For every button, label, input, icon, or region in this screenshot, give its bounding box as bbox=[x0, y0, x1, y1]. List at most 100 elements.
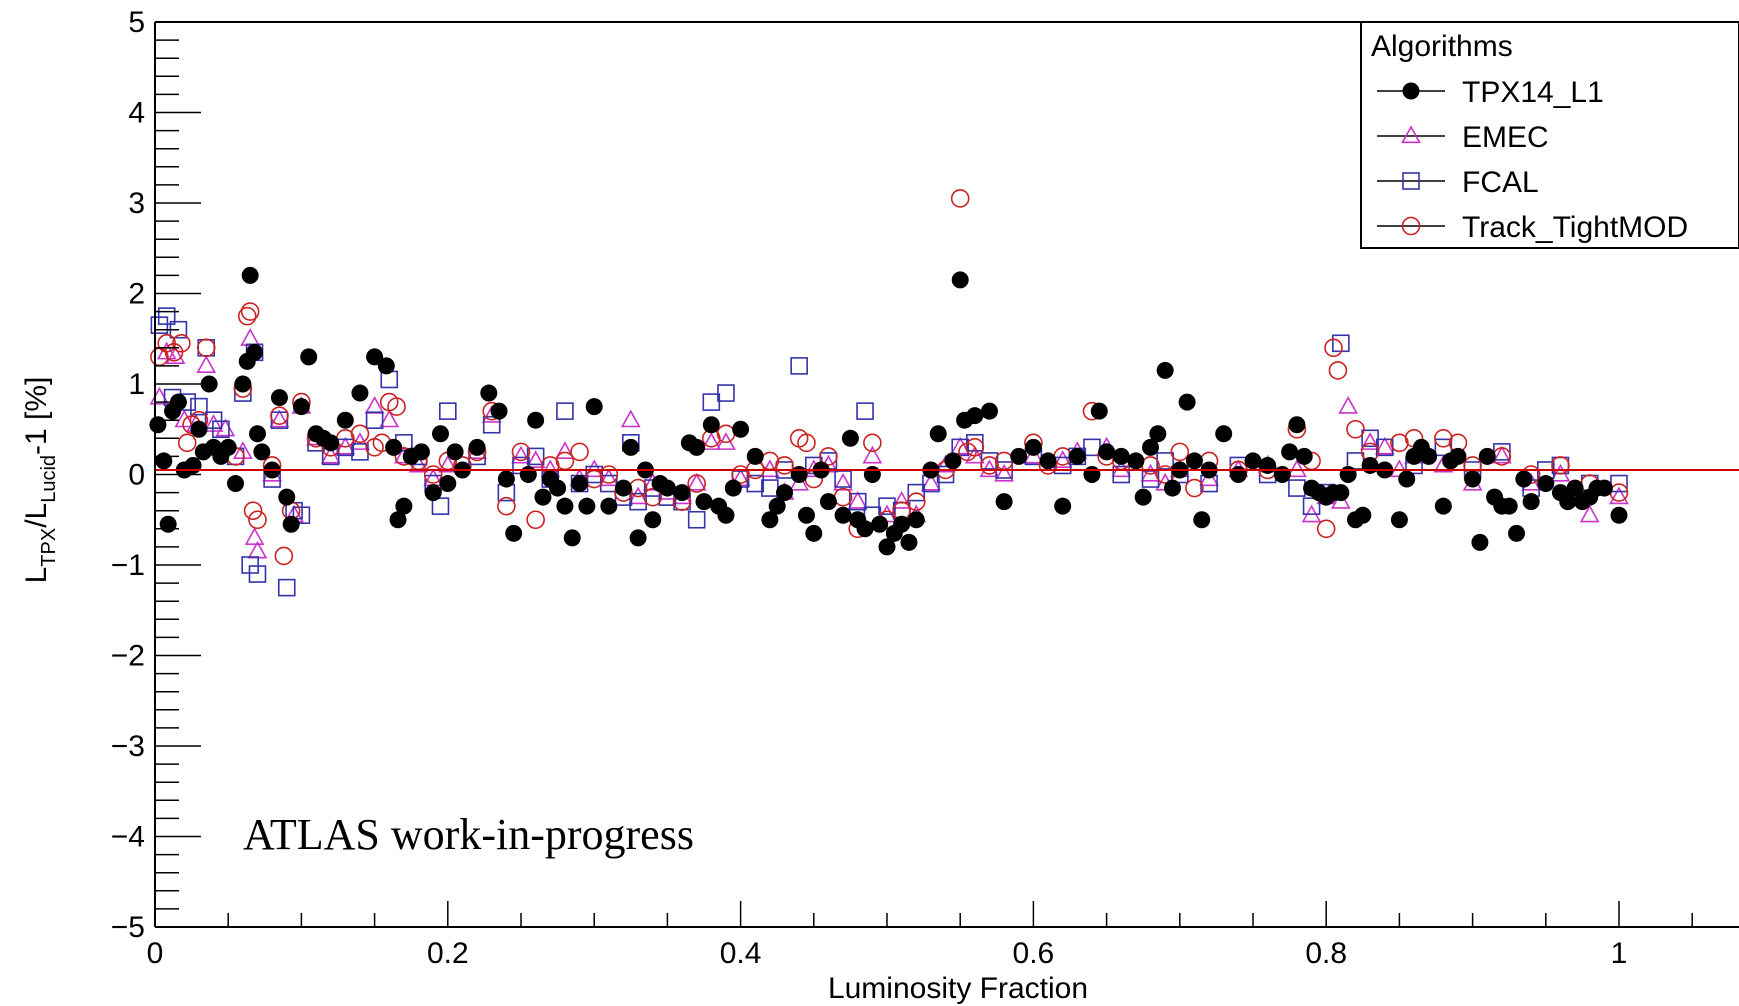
x-axis-title: Luminosity Fraction bbox=[828, 972, 1088, 1005]
point-fcal-29 bbox=[438, 402, 457, 420]
y-axis-ticks: −5 −4 −3 −2 −1 0 1 2 3 4 5 bbox=[111, 6, 201, 944]
point-emec-87 bbox=[1609, 486, 1629, 505]
point-tpx14-l1-108 bbox=[1083, 466, 1101, 483]
point-tpx14-l1-83 bbox=[819, 493, 837, 511]
point-tpx14-l1-1 bbox=[155, 452, 173, 470]
point-tpx14-l1-94 bbox=[907, 511, 925, 529]
point-fcal-23 bbox=[365, 411, 384, 430]
point-tpx14-l1-34 bbox=[389, 511, 407, 529]
legend: Algorithms TPX14_L1 EMEC FCAL Track_TightMO… bbox=[1360, 21, 1739, 249]
point-tpx14-l1-80 bbox=[797, 506, 815, 524]
point-tpx14-l1-72 bbox=[717, 506, 735, 524]
point-tpx14-l1-53 bbox=[556, 497, 574, 515]
point-tpx14-l1-75 bbox=[746, 447, 764, 465]
point-tpx14-l1-68 bbox=[688, 438, 706, 456]
point-fcal-47 bbox=[702, 393, 721, 411]
point-tpx14-l1-48 bbox=[519, 466, 537, 483]
point-tpx14-l1-24 bbox=[292, 398, 310, 416]
point-emec-31 bbox=[555, 441, 575, 459]
point-emec-46 bbox=[789, 472, 810, 491]
point-emec-3 bbox=[174, 409, 195, 428]
point-fcal-1 bbox=[157, 307, 176, 325]
point-emec-25 bbox=[437, 454, 458, 473]
point-tpx14-l1-2 bbox=[159, 515, 177, 533]
point-tpx14-l1-126 bbox=[1259, 456, 1277, 474]
point-tpx14-l1-145 bbox=[1420, 447, 1438, 465]
point-tpx14-l1-28 bbox=[322, 434, 340, 452]
y-tick-label-2: −3 bbox=[111, 730, 145, 763]
point-fcal-13 bbox=[248, 565, 267, 583]
point-tpx14-l1-21 bbox=[270, 389, 288, 407]
point-tpx14-l1-155 bbox=[1508, 524, 1526, 542]
point-tpx14-l1-165 bbox=[1595, 479, 1613, 497]
point-tpx14-l1-125 bbox=[1244, 452, 1262, 470]
point-fcal-16 bbox=[277, 578, 296, 597]
legend-box bbox=[1360, 21, 1739, 249]
x-tick-label-0: 0 bbox=[147, 937, 164, 970]
legend-title: Algorithms bbox=[1371, 30, 1513, 63]
point-tpx14-l1-44 bbox=[480, 384, 498, 402]
point-tpx14-l1-30 bbox=[351, 384, 369, 402]
y-axis-title-part3: -1 [%] bbox=[20, 377, 53, 455]
point-tpx14-l1-43 bbox=[468, 438, 486, 456]
y-tick-label-7: 2 bbox=[128, 278, 145, 311]
y-tick-label-3: −2 bbox=[111, 640, 145, 673]
point-emec-10 bbox=[244, 527, 265, 545]
point-tpx14-l1-50 bbox=[534, 488, 552, 506]
y-axis-title-part2: /L bbox=[20, 503, 53, 528]
point-tpx14-l1-6 bbox=[184, 456, 202, 474]
point-emec-40 bbox=[686, 472, 707, 491]
point-emec-57 bbox=[950, 436, 971, 455]
legend-label-fcal: FCAL bbox=[1462, 166, 1539, 199]
point-tpx14-l1-113 bbox=[1134, 488, 1152, 506]
point-tpx14-l1-139 bbox=[1361, 456, 1379, 474]
point-tpx14-l1-157 bbox=[1522, 493, 1540, 511]
point-tpx14-l1-16 bbox=[241, 266, 259, 284]
point-emec-2 bbox=[165, 346, 186, 364]
point-track-tightmod-67 bbox=[965, 438, 985, 457]
point-track-tightmod-17 bbox=[274, 546, 294, 566]
point-tpx14-l1-55 bbox=[571, 475, 589, 493]
point-emec-9 bbox=[240, 328, 261, 346]
x-tick-label-5: 1 bbox=[1611, 937, 1628, 970]
point-track-tightmod-88 bbox=[1346, 419, 1365, 439]
point-tpx14-l1-158 bbox=[1537, 475, 1555, 493]
point-tpx14-l1-151 bbox=[1478, 447, 1496, 465]
point-tpx14-l1-121 bbox=[1193, 511, 1211, 529]
point-fcal-36 bbox=[556, 402, 574, 420]
point-tpx14-l1-25 bbox=[300, 348, 318, 366]
point-tpx14-l1-18 bbox=[248, 425, 266, 443]
point-tpx14-l1-105 bbox=[1039, 452, 1057, 470]
point-emec-29 bbox=[525, 450, 546, 469]
point-tpx14-l1-52 bbox=[549, 479, 567, 497]
point-emec-86 bbox=[1579, 504, 1600, 523]
point-tpx14-l1-130 bbox=[1295, 447, 1313, 465]
y-tick-label-0: −5 bbox=[111, 911, 145, 944]
point-fcal-62 bbox=[907, 483, 926, 502]
point-tpx14-l1-31 bbox=[366, 348, 384, 366]
point-tpx14-l1-78 bbox=[776, 484, 794, 502]
point-emec-50 bbox=[847, 491, 868, 509]
point-tpx14-l1-111 bbox=[1112, 447, 1130, 465]
point-track-tightmod-90 bbox=[1390, 433, 1409, 453]
point-tpx14-l1-77 bbox=[768, 497, 786, 515]
point-emec-5 bbox=[196, 355, 217, 374]
point-tpx14-l1-23 bbox=[282, 515, 300, 533]
point-tpx14-l1-103 bbox=[1010, 447, 1028, 465]
point-tpx14-l1-166 bbox=[1610, 506, 1628, 524]
point-fcal-18 bbox=[292, 506, 311, 525]
point-tpx14-l1-45 bbox=[490, 402, 508, 420]
point-emec-78 bbox=[1374, 436, 1395, 455]
point-tpx14-l1-58 bbox=[600, 497, 618, 515]
point-tpx14-l1-84 bbox=[834, 506, 852, 524]
point-track-tightmod-4 bbox=[177, 433, 197, 453]
legend-label-track-tightmod: Track_TightMOD bbox=[1462, 211, 1688, 244]
point-tpx14-l1-146 bbox=[1434, 497, 1452, 515]
point-emec-33 bbox=[584, 459, 605, 478]
point-fcal-31 bbox=[482, 415, 501, 434]
point-tpx14-l1-141 bbox=[1390, 511, 1408, 529]
point-tpx14-l1-128 bbox=[1281, 443, 1299, 461]
point-tpx14-l1-107 bbox=[1068, 447, 1086, 465]
point-fcal-28 bbox=[431, 497, 450, 515]
